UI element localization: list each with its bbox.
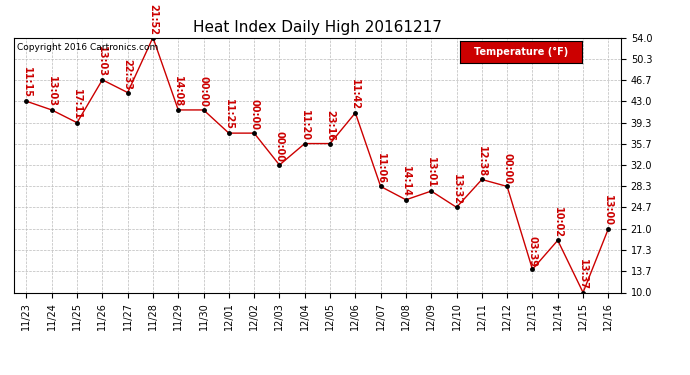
Text: 13:03: 13:03 — [97, 46, 108, 77]
Text: 11:20: 11:20 — [299, 110, 310, 141]
Text: 23:16: 23:16 — [325, 110, 335, 141]
Text: 11:06: 11:06 — [375, 153, 386, 184]
Text: 12:38: 12:38 — [477, 146, 487, 177]
Text: 10:02: 10:02 — [553, 207, 563, 238]
Text: 13:03: 13:03 — [47, 76, 57, 107]
Text: 00:00: 00:00 — [249, 99, 259, 130]
Text: Copyright 2016 Cartronics.com: Copyright 2016 Cartronics.com — [17, 43, 158, 52]
Text: 17:11: 17:11 — [72, 89, 82, 120]
Text: 13:01: 13:01 — [426, 157, 436, 188]
Text: 13:37: 13:37 — [578, 259, 588, 290]
Text: 22:33: 22:33 — [123, 59, 132, 90]
Text: 21:52: 21:52 — [148, 4, 158, 35]
Text: 14:08: 14:08 — [173, 76, 184, 107]
Text: 00:00: 00:00 — [199, 76, 208, 107]
Text: 14:14: 14:14 — [401, 166, 411, 197]
Text: 03:39: 03:39 — [527, 236, 538, 267]
Text: 11:25: 11:25 — [224, 99, 234, 130]
Text: 00:00: 00:00 — [502, 153, 512, 184]
Text: 11:42: 11:42 — [351, 79, 360, 110]
Title: Heat Index Daily High 20161217: Heat Index Daily High 20161217 — [193, 20, 442, 35]
Text: 00:00: 00:00 — [275, 131, 284, 162]
Text: 11:15: 11:15 — [21, 68, 32, 99]
Text: 13:32: 13:32 — [451, 174, 462, 204]
Text: 13:00: 13:00 — [603, 195, 613, 226]
